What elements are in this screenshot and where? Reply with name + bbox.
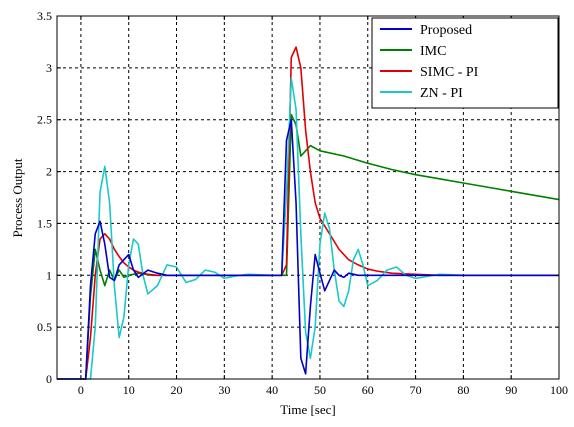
x-tick-label: 100 (550, 383, 568, 397)
y-tick-label: 1 (46, 268, 52, 282)
y-axis-label: Process Output (10, 158, 25, 237)
legend-label: IMC (420, 44, 446, 59)
x-tick-label: 20 (171, 383, 183, 397)
legend: Proposed IMC SIMC - PI ZN - PI (371, 17, 559, 109)
x-tick-label: 60 (362, 383, 374, 397)
x-tick-label: 0 (78, 383, 84, 397)
x-axis-label: Time [sec] (280, 402, 336, 417)
y-tick-label: 1.5 (37, 216, 52, 230)
axis-ticks: 0 10 20 30 40 50 60 70 80 90 100 0 0.5 1 1.5 2 2.5 3 3.5 (37, 9, 568, 397)
y-tick-label: 3 (46, 61, 52, 75)
plot-frame (56, 15, 560, 380)
series-lines (57, 46, 560, 380)
x-tick-label: 80 (457, 383, 469, 397)
legend-label: SIMC - PI (420, 65, 479, 80)
y-tick-label: 3.5 (37, 9, 52, 23)
y-tick-label: 0.5 (37, 320, 52, 334)
legend-label: ZN - PI (420, 86, 463, 101)
y-tick-label: 2 (46, 165, 52, 179)
legend-label: Proposed (420, 23, 472, 38)
x-tick-label: 40 (266, 383, 278, 397)
x-tick-label: 70 (410, 383, 422, 397)
y-tick-label: 2.5 (37, 113, 52, 127)
x-tick-label: 90 (505, 383, 517, 397)
y-tick-label: 0 (46, 372, 52, 386)
x-tick-label: 10 (123, 383, 135, 397)
x-tick-label: 50 (314, 383, 326, 397)
series-line-proposed (57, 118, 559, 380)
x-tick-label: 30 (218, 383, 230, 397)
